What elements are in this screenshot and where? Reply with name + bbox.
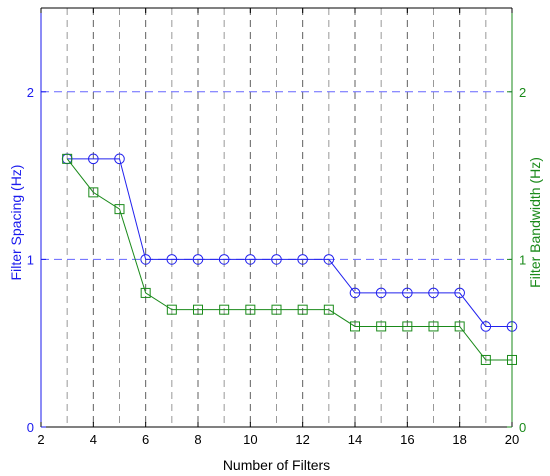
- data-point-circle: [140, 254, 151, 265]
- data-point-square: [245, 304, 256, 315]
- series-line-circle: [67, 158, 512, 327]
- x-tick-label: 2: [37, 432, 44, 447]
- x-tick-label: 14: [348, 432, 362, 447]
- left-y-tick-label: 2: [27, 85, 34, 100]
- data-point-square: [428, 321, 439, 332]
- data-point-circle: [166, 254, 178, 265]
- data-point-circle: [297, 254, 308, 265]
- data-point-circle: [245, 254, 256, 265]
- data-point-square: [219, 304, 230, 315]
- data-point-circle: [192, 254, 204, 265]
- x-tick-label: 4: [90, 432, 97, 447]
- data-point-circle: [375, 287, 387, 299]
- data-point-circle: [218, 254, 230, 265]
- data-point-circle: [428, 287, 439, 299]
- left-y-axis-title: Filter Spacing (Hz): [8, 165, 24, 281]
- data-point-square: [140, 287, 151, 298]
- data-point-square: [454, 321, 465, 332]
- labels-layer: Number of Filters Filter Spacing (Hz) Fi…: [8, 157, 543, 473]
- data-point-circle: [480, 321, 492, 332]
- right-y-tick-label: 2: [519, 85, 526, 100]
- data-point-square: [271, 304, 282, 315]
- x-tick-label: 12: [295, 432, 309, 447]
- right-y-axis-title: Filter Bandwidth (Hz): [527, 157, 543, 288]
- data-point-circle: [271, 254, 282, 265]
- data-point-square: [193, 304, 203, 315]
- x-tick-label: 6: [142, 432, 149, 447]
- data-point-circle: [402, 287, 413, 299]
- x-axis-title: Number of Filters: [223, 457, 330, 473]
- data-point-square: [376, 321, 387, 332]
- data-point-square: [323, 304, 334, 315]
- data-point-square: [114, 204, 125, 215]
- data-point-square: [88, 187, 99, 198]
- grid-layer: [41, 8, 512, 427]
- data-point-circle: [88, 153, 99, 165]
- right-y-tick-label: 0: [519, 420, 526, 435]
- data-point-square: [402, 321, 413, 332]
- right-y-tick-label: 1: [519, 252, 526, 267]
- x-tick-label: 8: [194, 432, 201, 447]
- data-point-square: [297, 304, 308, 315]
- x-tick-label: 18: [452, 432, 466, 447]
- x-tick-label: 16: [400, 432, 414, 447]
- data-point-square: [62, 153, 73, 164]
- x-tick-label: 20: [505, 432, 519, 447]
- data-point-circle: [323, 254, 335, 265]
- data-point-circle: [114, 153, 125, 165]
- data-point-square: [480, 354, 491, 365]
- left-y-tick-label: 1: [27, 252, 34, 267]
- x-tick-label: 10: [243, 432, 257, 447]
- data-point-square: [166, 304, 177, 315]
- data-point-circle: [349, 287, 361, 299]
- data-point-circle: [454, 287, 465, 299]
- data-point-square: [350, 321, 360, 332]
- left-y-tick-label: 0: [27, 420, 34, 435]
